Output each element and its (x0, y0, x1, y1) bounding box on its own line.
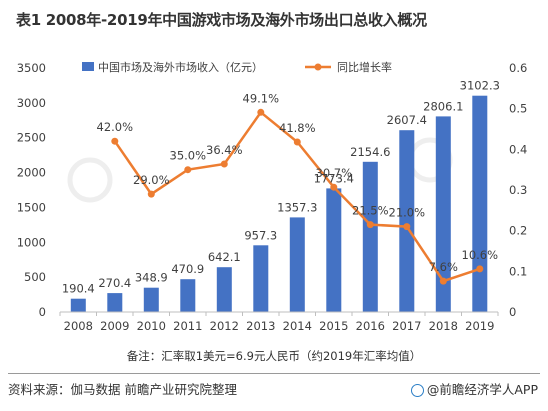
y-right-tick-label: 0.3 (509, 183, 527, 197)
growth-point (111, 137, 119, 145)
x-tick-label: 2016 (356, 319, 385, 333)
growth-point (184, 166, 192, 174)
watermark (67, 137, 453, 203)
brand-credit: @前瞻经济学人APP (410, 379, 538, 398)
growth-value-label: 36.4% (206, 143, 243, 157)
growth-value-label: 42.0% (97, 120, 134, 134)
growth-value-label: 49.1% (243, 91, 280, 105)
y-right-tick-label: 0.1 (509, 264, 527, 278)
growth-point (476, 265, 484, 273)
bar (362, 161, 378, 312)
exchange-rate-note: 备注：汇率取1美元=6.9元人民币（约2019年汇率均值） (126, 349, 422, 363)
y-right-tick-label: 0.4 (509, 142, 527, 156)
y-right-tick-label: 0.5 (509, 102, 527, 116)
bar-value-label: 270.4 (98, 276, 131, 290)
bar-value-label: 2154.6 (350, 145, 390, 159)
growth-value-label: 30.7% (316, 166, 353, 180)
bar-value-label: 1357.3 (277, 200, 317, 214)
growth-value-label: 21.5% (352, 204, 389, 218)
growth-point (220, 160, 228, 168)
growth-value-label: 7.6% (429, 260, 458, 274)
legend-line-marker (314, 63, 322, 71)
legend: 中国市场及海外市场收入（亿元） 同比增长率 (82, 60, 392, 74)
bar (253, 245, 269, 312)
bar-value-label: 348.9 (135, 271, 168, 285)
growth-value-label: 41.8% (279, 121, 316, 135)
y-right-tick-label: 0.6 (509, 61, 527, 75)
x-tick-label: 2011 (173, 319, 202, 333)
growth-point (257, 108, 265, 116)
bar-value-label: 190.4 (62, 282, 95, 296)
bar-value-label: 957.3 (244, 228, 277, 242)
y-right-tick-label: 0 (509, 305, 516, 319)
y-right-tick-label: 0.2 (509, 224, 527, 238)
x-tick-label: 2008 (64, 319, 93, 333)
y-left-tick-label: 3500 (17, 61, 46, 75)
line-series (111, 108, 484, 285)
growth-value-label: 10.6% (462, 248, 499, 262)
bar-value-label: 642.1 (208, 250, 241, 264)
x-tick-label: 2017 (392, 319, 421, 333)
x-tick-label: 2012 (210, 319, 239, 333)
growth-point (403, 223, 411, 231)
growth-point (293, 138, 301, 146)
chart-title: 表1 2008年-2019年中国游戏市场及海外市场出口总收入概况 (16, 11, 427, 29)
bar (289, 217, 305, 312)
footer-divider (8, 373, 540, 374)
bar (326, 188, 342, 312)
bar (180, 279, 196, 312)
x-tick-label: 2019 (465, 319, 494, 333)
bar-series (70, 95, 488, 313)
brand-text: @前瞻经济学人APP (426, 382, 538, 397)
y-left-tick-label: 2000 (17, 166, 46, 180)
growth-value-label: 29.0% (133, 173, 170, 187)
x-tick-label: 2015 (319, 319, 348, 333)
growth-point (439, 277, 447, 285)
growth-value-label: 21.0% (389, 206, 426, 220)
source-credit: 资料来源：伽马数据 前瞻产业研究院整理 (8, 382, 237, 397)
growth-point (366, 221, 374, 229)
bar (216, 267, 232, 312)
x-tick-label: 2010 (137, 319, 166, 333)
bar-value-label: 2806.1 (423, 99, 463, 113)
bar-value-label: 3102.3 (460, 79, 500, 93)
y-left-tick-label: 1000 (17, 235, 46, 249)
bar (70, 298, 86, 312)
x-tick-label: 2013 (246, 319, 275, 333)
bar-value-label: 1773.4 (314, 171, 354, 185)
legend-line-label: 同比增长率 (337, 60, 392, 74)
legend-bar-label: 中国市场及海外市场收入（亿元） (98, 60, 263, 74)
growth-point (147, 190, 155, 198)
legend-bar-swatch (82, 62, 94, 71)
y-left-tick-label: 2500 (17, 131, 46, 145)
y-left-tick-label: 1500 (17, 200, 46, 214)
bar (472, 95, 488, 312)
bar (107, 293, 123, 312)
y-left-tick-label: 500 (24, 270, 46, 284)
y-left-tick-label: 0 (39, 305, 46, 319)
x-tick-label: 2014 (283, 319, 312, 333)
watermark-mark (67, 157, 113, 203)
growth-value-label: 35.0% (170, 149, 207, 163)
bar (143, 287, 159, 312)
bar (399, 130, 415, 312)
bar-value-label: 2607.4 (387, 113, 427, 127)
axes: 2008 2009 2010 2011 2012 2013 2014 2015 2016 2017… (17, 61, 528, 333)
x-tick-label: 2009 (100, 319, 129, 333)
y-left-tick-label: 3000 (17, 96, 46, 110)
bar (435, 116, 451, 313)
growth-point (330, 183, 338, 191)
x-tick-label: 2018 (429, 319, 458, 333)
brand-logo-icon (410, 384, 424, 397)
bar-value-label: 470.9 (171, 262, 204, 276)
